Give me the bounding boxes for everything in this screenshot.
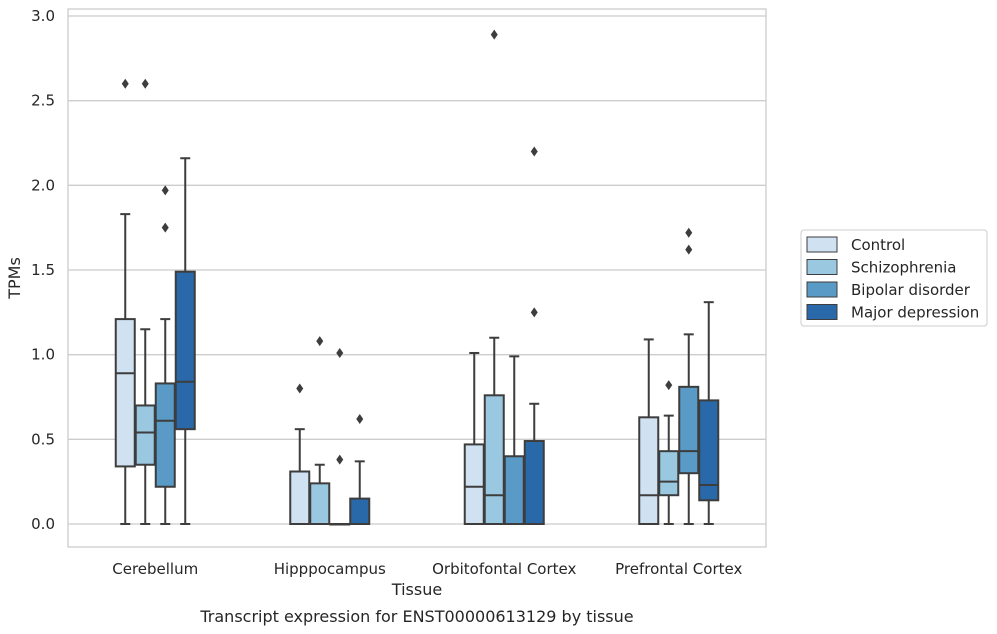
box-plot bbox=[463, 351, 485, 525]
box bbox=[174, 270, 196, 431]
y-tick-label: 0.0 bbox=[31, 515, 55, 533]
y-tick-label: 3.0 bbox=[31, 7, 55, 25]
outlier-point bbox=[161, 222, 169, 233]
box-plot bbox=[174, 157, 196, 525]
outlier-point bbox=[685, 227, 693, 238]
outlier-point bbox=[530, 146, 538, 157]
legend: Control Schizophrenia Bipolar disorder Majo… bbox=[800, 229, 988, 327]
box-plot bbox=[349, 414, 371, 526]
legend-swatch bbox=[806, 236, 838, 253]
x-axis-label: Tissue bbox=[391, 580, 442, 599]
legend-frame bbox=[800, 229, 988, 327]
y-tick-labels: 0.0 0.5 1.0 1.5 2.0 2.5 3.0 bbox=[31, 7, 55, 533]
box-plot bbox=[134, 78, 156, 525]
y-tick-label: 1.0 bbox=[31, 346, 55, 364]
box bbox=[658, 450, 680, 497]
outlier-point bbox=[161, 185, 169, 196]
box bbox=[503, 455, 525, 525]
x-tick-label: Orbitofontal Cortex bbox=[432, 560, 576, 578]
box bbox=[349, 497, 371, 526]
y-tick-label: 2.5 bbox=[31, 92, 55, 110]
x-tick-label: Cerebellum bbox=[112, 560, 198, 578]
outlier-point bbox=[316, 336, 324, 347]
outlier-point bbox=[141, 78, 149, 89]
box-plot bbox=[154, 185, 176, 525]
legend-swatch bbox=[806, 281, 838, 298]
y-tick-label: 1.5 bbox=[31, 261, 55, 279]
outlier-point bbox=[336, 347, 344, 358]
box bbox=[463, 443, 485, 525]
x-tick-label: Prefrontal Cortex bbox=[615, 560, 742, 578]
plot-frame bbox=[67, 8, 767, 548]
legend-label: Control bbox=[851, 236, 905, 254]
outlier-point bbox=[665, 380, 673, 391]
x-tick-label: Hipppocampus bbox=[274, 560, 386, 578]
box-plot bbox=[503, 355, 525, 525]
y-tick-label: 2.0 bbox=[31, 176, 55, 194]
box bbox=[289, 470, 311, 525]
outlier-point bbox=[685, 244, 693, 255]
box bbox=[483, 394, 505, 525]
box bbox=[523, 440, 545, 526]
box bbox=[698, 399, 720, 502]
box-plot bbox=[658, 380, 680, 525]
box-plot bbox=[114, 78, 136, 525]
outlier-point bbox=[356, 414, 364, 425]
outlier-point bbox=[121, 78, 129, 89]
legend-label: Schizophrenia bbox=[851, 259, 956, 277]
outlier-point bbox=[296, 383, 304, 394]
box bbox=[154, 382, 176, 488]
y-tick-label: 0.5 bbox=[31, 430, 55, 448]
box-plot bbox=[309, 336, 331, 525]
legend-swatch bbox=[806, 259, 838, 275]
legend-label: Major depression bbox=[851, 304, 979, 322]
legend-swatch bbox=[806, 304, 838, 320]
box bbox=[114, 318, 136, 468]
box bbox=[134, 404, 156, 466]
x-tick-labels: Cerebellum Hipppocampus Orbitofontal Corte… bbox=[112, 560, 742, 578]
box bbox=[638, 416, 660, 526]
y-axis-label: TPMs bbox=[5, 257, 24, 300]
outlier-point bbox=[530, 307, 538, 318]
chart-caption: Transcript expression for ENST0000061312… bbox=[199, 607, 633, 626]
box-plot bbox=[638, 338, 660, 526]
boxes bbox=[114, 29, 720, 526]
box bbox=[678, 385, 700, 475]
box-plot bbox=[698, 301, 720, 525]
outlier-point bbox=[490, 29, 498, 40]
box bbox=[309, 482, 331, 525]
legend-label: Bipolar disorder bbox=[851, 281, 971, 299]
outlier-point bbox=[336, 454, 344, 465]
box-plot bbox=[523, 146, 545, 526]
